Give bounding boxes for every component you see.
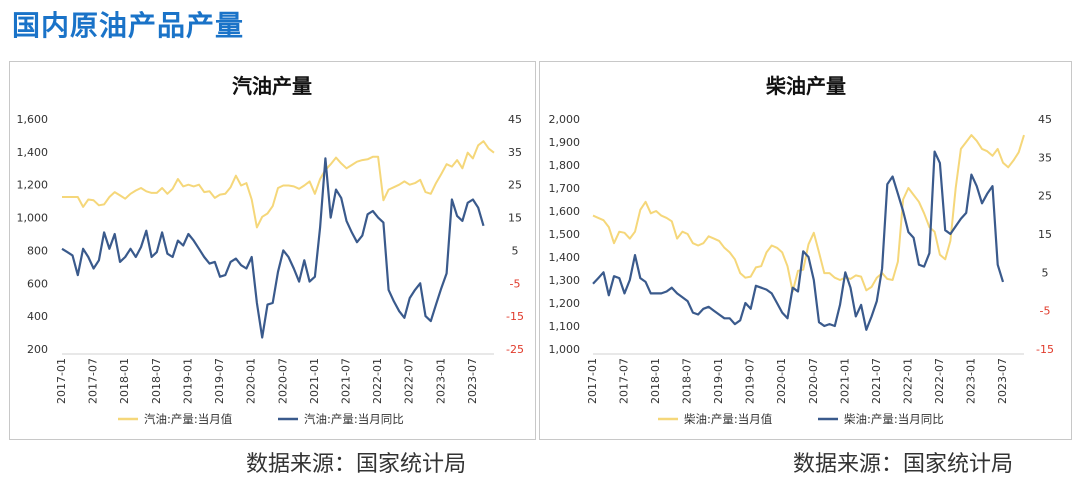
page-title: 国内原油产品产量 (12, 9, 245, 42)
gasoline-left-tick-label: 1,000 (17, 212, 49, 225)
diesel-left-tick-label: 1,000 (549, 343, 581, 356)
data-source-note-left: 数据来源：国家统计局 (246, 452, 467, 477)
diesel-left-tick-label: 1,200 (549, 297, 581, 310)
gasoline-x-tick-label: 2023-07 (466, 358, 479, 404)
diesel-legend-label: 柴油:产量:当月同比 (844, 412, 944, 426)
diesel-x-tick-label: 2019-07 (744, 358, 757, 404)
gasoline-x-tick-label: 2022-07 (403, 358, 416, 404)
gasoline-x-tick-label: 2019-01 (181, 358, 194, 404)
diesel-right-tick-label: -5 (1040, 305, 1051, 318)
gasoline-legend-label: 汽油:产量:当月值 (144, 412, 233, 426)
gasoline-chart-panel: 汽油产量 200 400 600 800 1,000 1,200 1,400 1,600 -25 -… (9, 61, 536, 440)
gasoline-left-tick-label: 800 (27, 244, 48, 257)
diesel-right-tick-label: 15 (1038, 228, 1052, 241)
gasoline-right-tick-label: 15 (508, 212, 522, 225)
gasoline-x-tick-label: 2018-01 (118, 358, 131, 404)
diesel-left-tick-label: 1,600 (549, 205, 581, 218)
diesel-x-tick-label: 2017-01 (586, 358, 599, 404)
gasoline-right-tick-label: 35 (508, 146, 522, 159)
gasoline-right-tick-label: 25 (508, 179, 522, 192)
diesel-right-tick-label: 45 (1038, 113, 1052, 126)
diesel-left-tick-label: 1,700 (549, 182, 581, 195)
gasoline-left-tick-label: 1,400 (17, 146, 49, 159)
diesel-chart: 柴油产量 1,000 1,100 1,200 1,300 1,400 1,500 1,600 1… (549, 74, 1054, 426)
gasoline-right-tick-label: -5 (510, 277, 521, 290)
diesel-x-tick-label: 2023-01 (964, 358, 977, 404)
gasoline-x-tick-label: 2023-01 (434, 358, 447, 404)
diesel-x-tick-label: 2021-01 (838, 358, 851, 404)
diesel-chart-panel: 柴油产量 1,000 1,100 1,200 1,300 1,400 1,500 1,600 1… (539, 61, 1072, 440)
diesel-x-tick-label: 2018-01 (649, 358, 662, 404)
gasoline-legend-label: 汽油:产量:当月同比 (304, 412, 404, 426)
gasoline-left-tick-label: 200 (27, 343, 48, 356)
data-source-note-right: 数据来源：国家统计局 (793, 452, 1014, 477)
gasoline-right-tick-label: 5 (512, 244, 519, 257)
diesel-left-tick-label: 1,500 (549, 228, 581, 241)
diesel-left-tick-label: 1,300 (549, 274, 581, 287)
gasoline-left-tick-label: 600 (27, 277, 48, 290)
gasoline-x-tick-label: 2018-07 (150, 358, 163, 404)
gasoline-series-line-yoy (61, 157, 485, 339)
diesel-x-tick-label: 2019-01 (712, 358, 725, 404)
gasoline-chart-title: 汽油产量 (232, 74, 312, 98)
gasoline-left-tick-label: 1,600 (17, 113, 49, 126)
gasoline-x-tick-label: 2021-07 (339, 358, 352, 404)
gasoline-right-tick-label: -15 (506, 310, 524, 323)
diesel-series-line-monthly-value (592, 134, 1025, 293)
gasoline-x-tick-label: 2017-07 (87, 358, 100, 404)
diesel-left-tick-label: 1,800 (549, 159, 581, 172)
diesel-left-tick-label: 1,100 (549, 320, 581, 333)
gasoline-x-tick-label: 2021-01 (308, 358, 321, 404)
gasoline-right-tick-label: -25 (506, 343, 524, 356)
diesel-right-tick-label: -15 (1036, 343, 1054, 356)
gasoline-left-tick-label: 1,200 (17, 179, 49, 192)
diesel-right-tick-label: 35 (1038, 151, 1052, 164)
gasoline-left-tick-label: 400 (27, 310, 48, 323)
diesel-x-tick-label: 2020-01 (775, 358, 788, 404)
gasoline-x-tick-label: 2020-01 (245, 358, 258, 404)
diesel-right-tick-label: 5 (1042, 266, 1049, 279)
diesel-right-tick-label: 25 (1038, 190, 1052, 203)
diesel-x-tick-label: 2023-07 (996, 358, 1009, 404)
diesel-x-tick-label: 2021-07 (870, 358, 883, 404)
diesel-legend-label: 柴油:产量:当月值 (684, 412, 773, 426)
diesel-left-tick-label: 1,400 (549, 251, 581, 264)
diesel-left-tick-label: 1,900 (549, 136, 581, 149)
gasoline-x-tick-label: 2022-01 (371, 358, 384, 404)
gasoline-x-tick-label: 2019-07 (213, 358, 226, 404)
diesel-x-tick-label: 2022-07 (933, 358, 946, 404)
diesel-x-tick-label: 2018-07 (681, 358, 694, 404)
diesel-x-tick-label: 2017-07 (618, 358, 631, 404)
gasoline-series-line-monthly-value (62, 140, 495, 229)
gasoline-chart: 汽油产量 200 400 600 800 1,000 1,200 1,400 1,600 -25 -… (17, 74, 524, 426)
diesel-chart-title: 柴油产量 (765, 74, 846, 98)
diesel-x-tick-label: 2020-07 (807, 358, 820, 404)
diesel-series-line-yoy (592, 150, 1005, 331)
gasoline-x-tick-label: 2017-01 (55, 358, 68, 404)
diesel-x-tick-label: 2022-01 (901, 358, 914, 404)
gasoline-right-tick-label: 45 (508, 113, 522, 126)
diesel-left-tick-label: 2,000 (549, 113, 581, 126)
gasoline-x-tick-label: 2020-07 (276, 358, 289, 404)
